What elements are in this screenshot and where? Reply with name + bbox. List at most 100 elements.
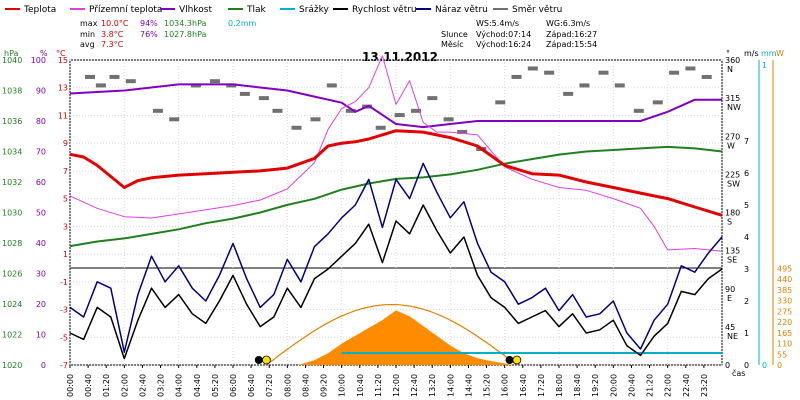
sun-set-marker <box>512 355 522 365</box>
x-tick-label: 20:00 <box>609 374 618 397</box>
y-tick-temp: 5 <box>63 195 68 204</box>
y-tick-dir-compass: N <box>727 65 733 74</box>
sun-rise-marker <box>262 355 271 365</box>
legend-label-wind-dir: Směr větru <box>512 5 562 15</box>
stats-min-temp: 3.8°C <box>101 30 124 39</box>
x-tick-label: 08:00 <box>283 374 292 397</box>
y-tick-dir-compass: SE <box>727 256 737 265</box>
y-tick-w: 110 <box>777 340 792 349</box>
stats-min-hum: 76% <box>140 30 158 39</box>
wind-dir-point <box>109 74 120 79</box>
x-tick-label: 08:40 <box>301 374 310 397</box>
y-tick-hpa: 1024 <box>2 300 22 309</box>
wind-dir-point <box>209 79 220 84</box>
legend: Teplota Přízemní teplota Vlhkost Tlak Sr… <box>5 5 562 15</box>
y-tick-temp: -7 <box>60 361 68 370</box>
legend-label-ground-temp: Přízemní teplota <box>89 5 162 15</box>
stats-max-hum: 94% <box>140 19 158 28</box>
wind-dir-point <box>511 74 522 79</box>
legend-label-temp: Teplota <box>23 5 56 15</box>
x-tick-label: 12:40 <box>410 374 419 397</box>
y-tick-dir-compass: S <box>727 218 732 227</box>
unit-pct: % <box>40 49 48 58</box>
wind-dir-point <box>544 70 555 75</box>
wind-dir-point <box>443 117 454 122</box>
wind-dir-point <box>563 91 574 96</box>
y-tick-temp: 11 <box>58 111 68 120</box>
wind-dir-point <box>495 100 506 105</box>
y-tick-temp: -5 <box>60 333 68 342</box>
y-tick-temp: -1 <box>60 278 68 287</box>
y-tick-dir-compass: NE <box>727 332 738 341</box>
y-tick-mm: 1 <box>762 61 767 70</box>
x-tick-label: 04:00 <box>175 374 184 397</box>
wind-dir-point <box>669 70 680 75</box>
y-tick-hpa: 1032 <box>2 178 22 187</box>
stats-avg-temp: 7.3°C <box>101 40 124 49</box>
x-tick-label: 21:20 <box>646 374 655 397</box>
wind-dir-point <box>190 83 201 88</box>
y-tick-dir: 90 <box>725 285 735 294</box>
wind-dir-point <box>411 108 422 113</box>
moon-rise-marker <box>254 356 263 364</box>
wind-dir-point <box>579 83 590 88</box>
y-tick-dir: 135 <box>725 247 740 256</box>
y-tick-ms: 5 <box>744 201 749 210</box>
sun-set: Západ:16:27 <box>546 30 597 39</box>
x-tick-label: 04:40 <box>193 374 202 397</box>
x-tick-label: 14:40 <box>464 374 473 397</box>
x-tick-label: 23:20 <box>700 374 709 397</box>
wind-speed-info: WS:5.4m/s <box>476 19 519 28</box>
y-tick-dir-compass: NW <box>727 103 741 112</box>
y-tick-w: 330 <box>777 297 792 306</box>
y-tick-temp: 13 <box>58 84 68 93</box>
wind-dir-point <box>226 83 237 88</box>
x-tick-label: 01:20 <box>102 374 111 397</box>
x-tick-label: 15:20 <box>483 374 492 397</box>
x-tick-label: 12:00 <box>392 374 401 397</box>
x-tick-label: 22:00 <box>664 374 673 397</box>
y-tick-ms: 2 <box>744 297 749 306</box>
y-tick-temp: -3 <box>60 306 68 315</box>
wind-dir-point <box>310 117 321 122</box>
wind-dir-point <box>598 70 609 75</box>
moon-set: Západ:15:54 <box>546 40 597 49</box>
wind-dir-point <box>272 108 283 113</box>
y-tick-temp: 9 <box>63 139 68 148</box>
y-tick-w: 220 <box>777 318 792 327</box>
x-tick-label: 18:40 <box>573 374 582 397</box>
stats-max-label: max <box>80 19 98 28</box>
y-tick-dir-compass: SW <box>727 179 740 188</box>
wind-dir-point <box>427 96 438 101</box>
legend-label-gust: Náraz větru <box>435 5 488 15</box>
sun-rise: Východ:07:14 <box>476 30 531 39</box>
series-ground-temp-line <box>69 55 723 252</box>
y-tick-hpa: 1030 <box>2 209 22 218</box>
wind-dir-point <box>457 130 468 135</box>
y-tick-pct: 70 <box>36 148 46 157</box>
y-tick-dir-compass: W <box>727 141 735 150</box>
wind-dir-point <box>95 83 106 88</box>
chart-title: 13.11.2012 <box>362 50 438 64</box>
y-tick-ms: 4 <box>744 233 749 242</box>
x-tick-label: 07:20 <box>265 374 274 397</box>
y-tick-hpa: 1020 <box>2 361 22 370</box>
wind-dir-point <box>685 66 696 71</box>
x-tick-label: 00:00 <box>66 374 75 397</box>
wind-dir-point <box>125 79 136 84</box>
wind-dir-point <box>633 108 644 113</box>
y-tick-ms: 0 <box>744 361 749 370</box>
y-tick-pct: 0 <box>41 361 46 370</box>
wind-dir-point <box>152 108 163 113</box>
x-tick-label: 09:20 <box>320 374 329 397</box>
wind-gust-info: WG:6.3m/s <box>546 19 590 28</box>
astro-info: WS:5.4m/s WG:6.3m/s Slunce Východ:07:14 … <box>441 19 597 49</box>
wind-dir-point <box>345 108 356 113</box>
x-tick-label: 22:40 <box>682 374 691 397</box>
y-tick-w: 55 <box>777 350 787 359</box>
y-tick-ms: 6 <box>744 169 749 178</box>
x-tick-label: 02:40 <box>138 374 147 397</box>
wind-dir-point <box>527 66 538 71</box>
y-tick-dir: 360 <box>725 56 740 65</box>
